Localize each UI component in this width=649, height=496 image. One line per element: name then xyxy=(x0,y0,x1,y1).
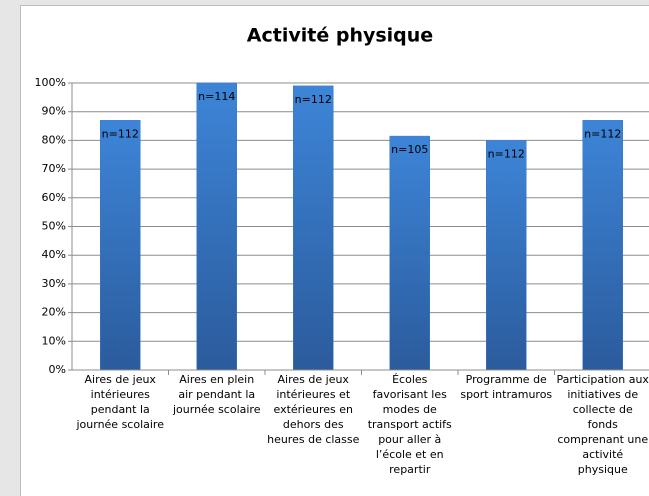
y-tick-label: 70% xyxy=(42,162,66,175)
data-annotation: n=114 xyxy=(198,90,235,103)
x-tick-label: Programme de sport intramuros xyxy=(460,373,553,401)
y-tick-label: 20% xyxy=(42,306,66,319)
y-tick-label: 0% xyxy=(49,363,66,376)
bar xyxy=(582,120,623,371)
data-annotation: n=112 xyxy=(102,127,139,140)
data-annotation: n=112 xyxy=(584,127,621,140)
y-tick-label: 90% xyxy=(42,105,66,118)
x-tick-label: Aires en plein air pendant la journée sc… xyxy=(172,373,261,416)
y-tick-label: 40% xyxy=(42,248,66,261)
bar xyxy=(389,135,430,371)
bar xyxy=(100,120,141,371)
x-tick-label: Aires de jeux intérieures et extérieures… xyxy=(267,373,360,446)
y-tick-label: 10% xyxy=(42,334,66,347)
y-tick-label: 80% xyxy=(42,133,66,146)
x-tick-label: Aires de jeux intérieures pendant la jou… xyxy=(76,373,164,431)
data-annotation: n=112 xyxy=(295,93,332,106)
x-tick-label: Écoles favorisant les modes de transport… xyxy=(367,373,452,476)
data-annotation: n=105 xyxy=(391,143,428,156)
y-tick-label: 30% xyxy=(42,277,66,290)
y-tick-label: 50% xyxy=(42,220,66,233)
bar xyxy=(293,85,334,371)
y-tick-label: 60% xyxy=(42,191,66,204)
bar xyxy=(196,82,237,371)
y-tick-label: 100% xyxy=(35,76,66,89)
x-tick-label: Participation aux initiatives de collect… xyxy=(556,373,649,476)
chart-title: Activité physique xyxy=(247,25,433,47)
bar xyxy=(486,140,527,371)
data-annotation: n=112 xyxy=(488,147,525,160)
